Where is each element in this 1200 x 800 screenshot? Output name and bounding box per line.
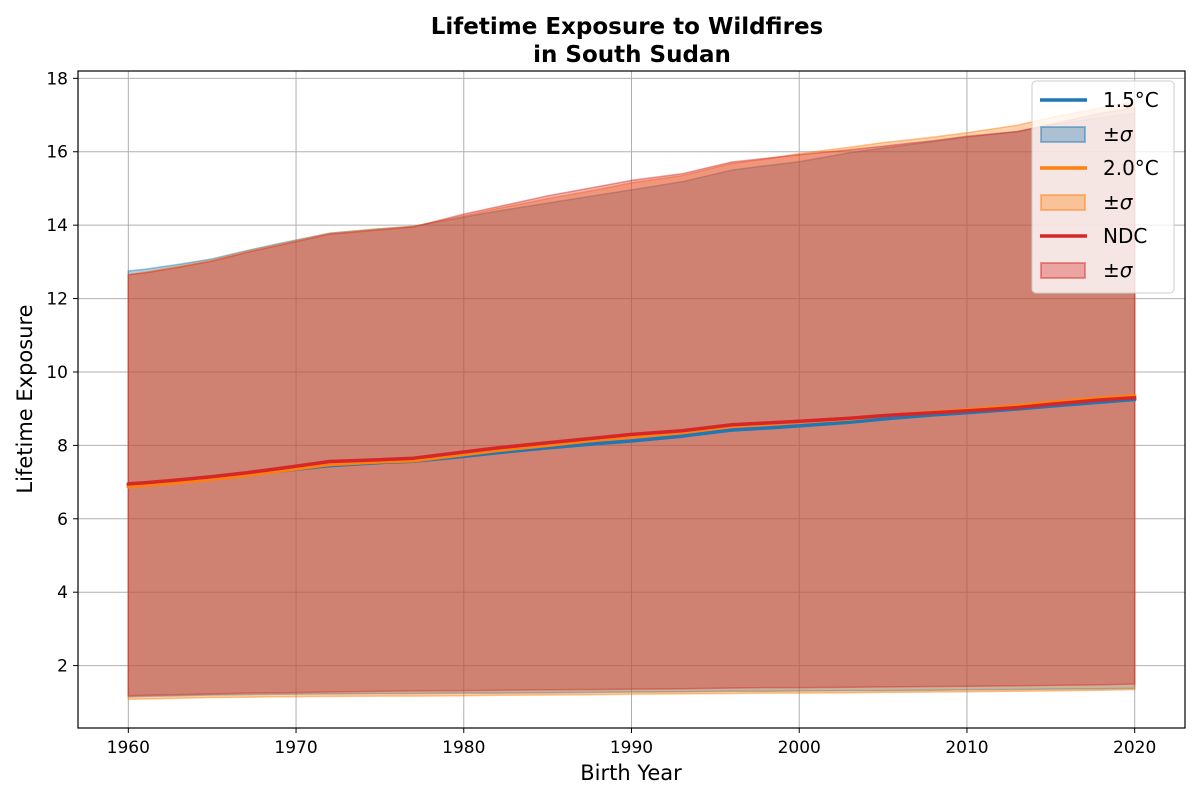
chart-title-line1: Lifetime Exposure to Wildfires	[431, 14, 824, 40]
band-2-0-c	[127, 100, 1136, 701]
legend: 1.5°C ±σ 2.0°C ±σ NDC ±σ	[1031, 80, 1175, 294]
legend-band-swatch-2-0-c	[1040, 194, 1086, 211]
legend-band-swatch-ndc	[1040, 262, 1086, 279]
y-tick-label: 6	[57, 510, 68, 530]
y-axis-label: Lifetime Exposure	[13, 304, 37, 493]
legend-label-ndc: NDC	[1103, 224, 1147, 248]
band-ndc	[127, 106, 1136, 697]
legend-label-1-5-c: 1.5°C	[1103, 88, 1159, 112]
y-tick-label: 14	[46, 216, 68, 236]
band-1-5-c	[127, 112, 1136, 698]
line-ndc	[126, 395, 1137, 486]
x-tick-label: 1960	[107, 738, 150, 758]
y-tick-label: 10	[46, 363, 68, 383]
x-tick-label: 2000	[778, 738, 821, 758]
y-tick-label: 18	[46, 69, 68, 89]
x-tick-label: 2020	[1113, 738, 1156, 758]
y-tick-label: 8	[57, 436, 68, 456]
y-tick-label: 2	[57, 657, 68, 677]
legend-band-label-1-5-c: ±σ	[1103, 122, 1134, 146]
chart-title-line2: in South Sudan	[533, 42, 731, 68]
y-tick-label: 16	[46, 143, 68, 163]
grid	[78, 71, 1185, 728]
uncertainty-bands	[127, 100, 1136, 701]
legend-band-label-2-0-c: ±σ	[1103, 190, 1134, 214]
y-axis-ticks: 2 4 6 8 10 12 14 16 18	[46, 69, 78, 677]
legend-band-swatch-1-5-c	[1040, 126, 1086, 143]
mean-lines	[126, 394, 1137, 489]
legend-box	[1031, 80, 1175, 294]
x-tick-label: 1980	[442, 738, 485, 758]
legend-label-2-0-c: 2.0°C	[1103, 156, 1159, 180]
y-tick-label: 4	[57, 583, 68, 603]
x-tick-label: 1990	[610, 738, 653, 758]
x-tick-label: 1970	[274, 738, 317, 758]
x-tick-label: 2010	[945, 738, 988, 758]
x-axis-label: Birth Year	[580, 761, 682, 785]
x-axis-ticks: 1960 1970 1980 1990 2000 2010 2020	[107, 728, 1156, 758]
legend-band-label-ndc: ±σ	[1103, 258, 1134, 282]
y-tick-label: 12	[46, 290, 68, 310]
